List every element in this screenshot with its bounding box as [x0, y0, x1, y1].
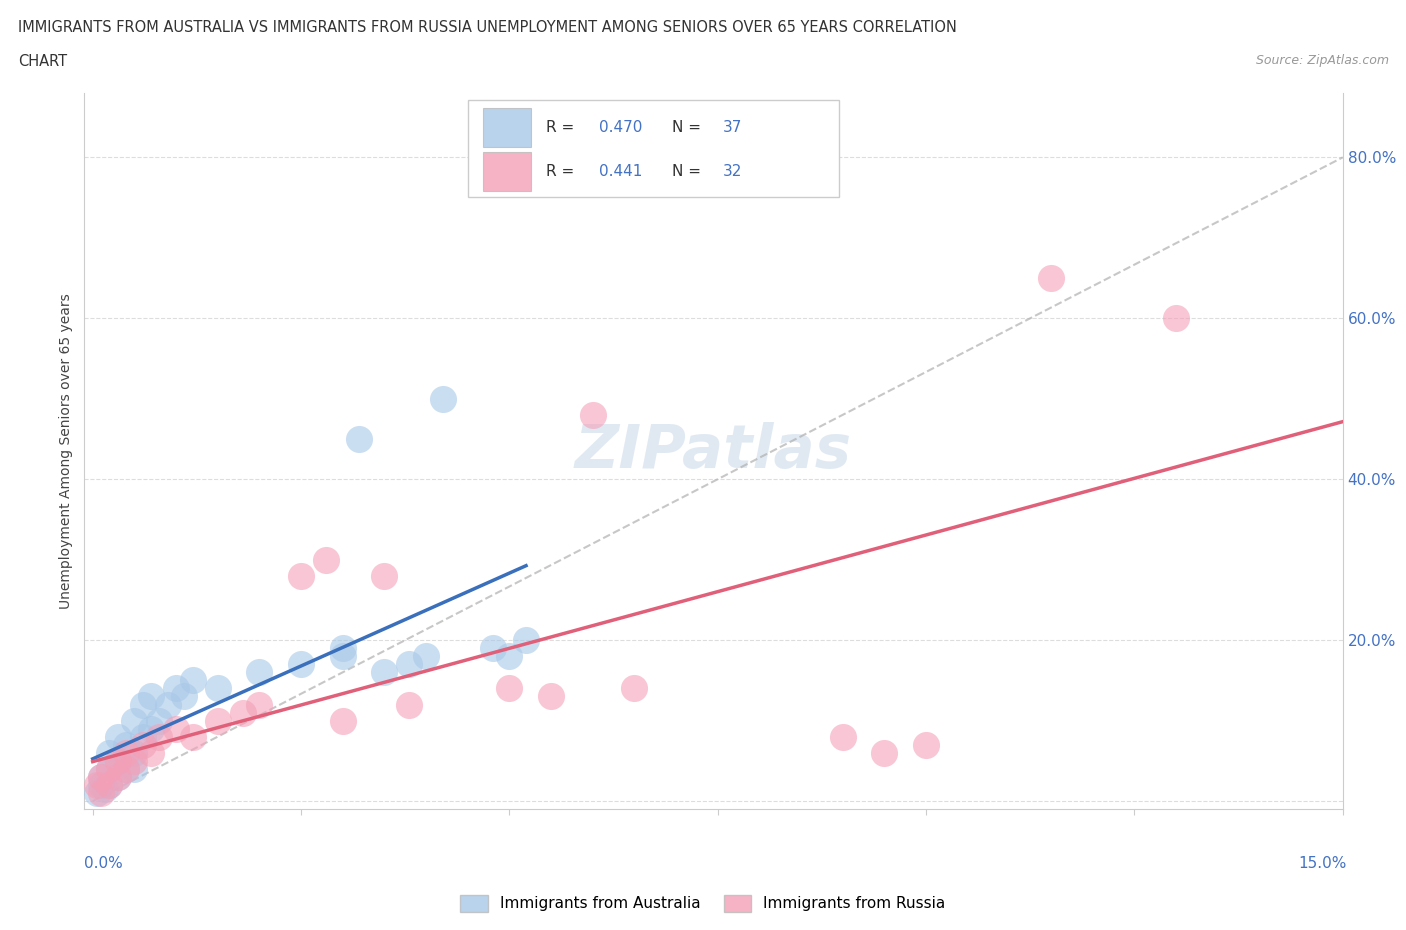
Point: [139, 689, 162, 704]
Point: [415, 649, 437, 664]
Point: [515, 632, 537, 647]
Text: 37: 37: [723, 120, 742, 135]
Text: R =: R =: [546, 165, 579, 179]
Point: [207, 713, 229, 728]
Point: [247, 665, 270, 680]
Point: [107, 753, 129, 768]
Point: [290, 657, 312, 671]
Point: [124, 713, 146, 728]
Point: [398, 657, 420, 671]
Point: [831, 729, 853, 744]
Point: [373, 568, 395, 583]
Point: [98, 762, 121, 777]
Point: [207, 681, 229, 696]
Point: [315, 552, 337, 567]
Point: [131, 737, 153, 752]
Point: [498, 681, 520, 696]
Text: 15.0%: 15.0%: [1299, 856, 1347, 870]
Point: [115, 762, 138, 777]
Point: [131, 698, 153, 712]
Point: [124, 753, 146, 768]
Point: [156, 698, 179, 712]
Point: [332, 713, 354, 728]
Point: [247, 698, 270, 712]
Text: 0.441: 0.441: [599, 165, 643, 179]
Text: IMMIGRANTS FROM AUSTRALIA VS IMMIGRANTS FROM RUSSIA UNEMPLOYMENT AMONG SENIORS O: IMMIGRANTS FROM AUSTRALIA VS IMMIGRANTS …: [18, 20, 957, 35]
Point: [124, 745, 146, 760]
Point: [139, 745, 162, 760]
Point: [115, 762, 138, 777]
Point: [86, 777, 108, 792]
Point: [98, 762, 121, 777]
Text: N =: N =: [672, 120, 706, 135]
Text: CHART: CHART: [18, 54, 67, 69]
Point: [131, 729, 153, 744]
Point: [1040, 271, 1063, 286]
Point: [148, 713, 170, 728]
Point: [124, 762, 146, 777]
Point: [90, 786, 112, 801]
Text: 0.0%: 0.0%: [84, 856, 124, 870]
Point: [373, 665, 395, 680]
Point: [582, 407, 605, 422]
Point: [107, 729, 129, 744]
Text: 32: 32: [723, 165, 742, 179]
Point: [332, 649, 354, 664]
Point: [165, 721, 187, 736]
Point: [332, 641, 354, 656]
Point: [915, 737, 938, 752]
Legend: Immigrants from Australia, Immigrants from Russia: Immigrants from Australia, Immigrants fr…: [454, 889, 952, 918]
Text: R =: R =: [546, 120, 579, 135]
Text: ZIPatlas: ZIPatlas: [575, 421, 852, 481]
Point: [139, 721, 162, 736]
Bar: [484, 108, 531, 147]
Point: [165, 681, 187, 696]
Point: [90, 769, 112, 784]
Text: N =: N =: [672, 165, 706, 179]
Text: Source: ZipAtlas.com: Source: ZipAtlas.com: [1256, 54, 1389, 67]
Point: [98, 777, 121, 792]
Point: [90, 777, 112, 792]
Point: [232, 705, 254, 720]
Point: [98, 777, 121, 792]
Point: [107, 769, 129, 784]
Point: [349, 432, 371, 446]
Point: [86, 786, 108, 801]
Point: [623, 681, 645, 696]
Point: [498, 649, 520, 664]
Text: 0.470: 0.470: [599, 120, 643, 135]
Y-axis label: Unemployment Among Seniors over 65 years: Unemployment Among Seniors over 65 years: [59, 293, 73, 609]
FancyBboxPatch shape: [468, 100, 839, 197]
Point: [181, 729, 204, 744]
Point: [481, 641, 503, 656]
Point: [173, 689, 195, 704]
Point: [873, 745, 896, 760]
Point: [1164, 311, 1187, 325]
Point: [290, 568, 312, 583]
Point: [94, 781, 117, 796]
Point: [90, 769, 112, 784]
Point: [115, 745, 138, 760]
Point: [432, 392, 454, 406]
Point: [107, 769, 129, 784]
Point: [540, 689, 562, 704]
Point: [148, 729, 170, 744]
Point: [181, 673, 204, 688]
Point: [98, 745, 121, 760]
Bar: [484, 152, 531, 192]
Point: [107, 753, 129, 768]
Point: [115, 737, 138, 752]
Point: [398, 698, 420, 712]
